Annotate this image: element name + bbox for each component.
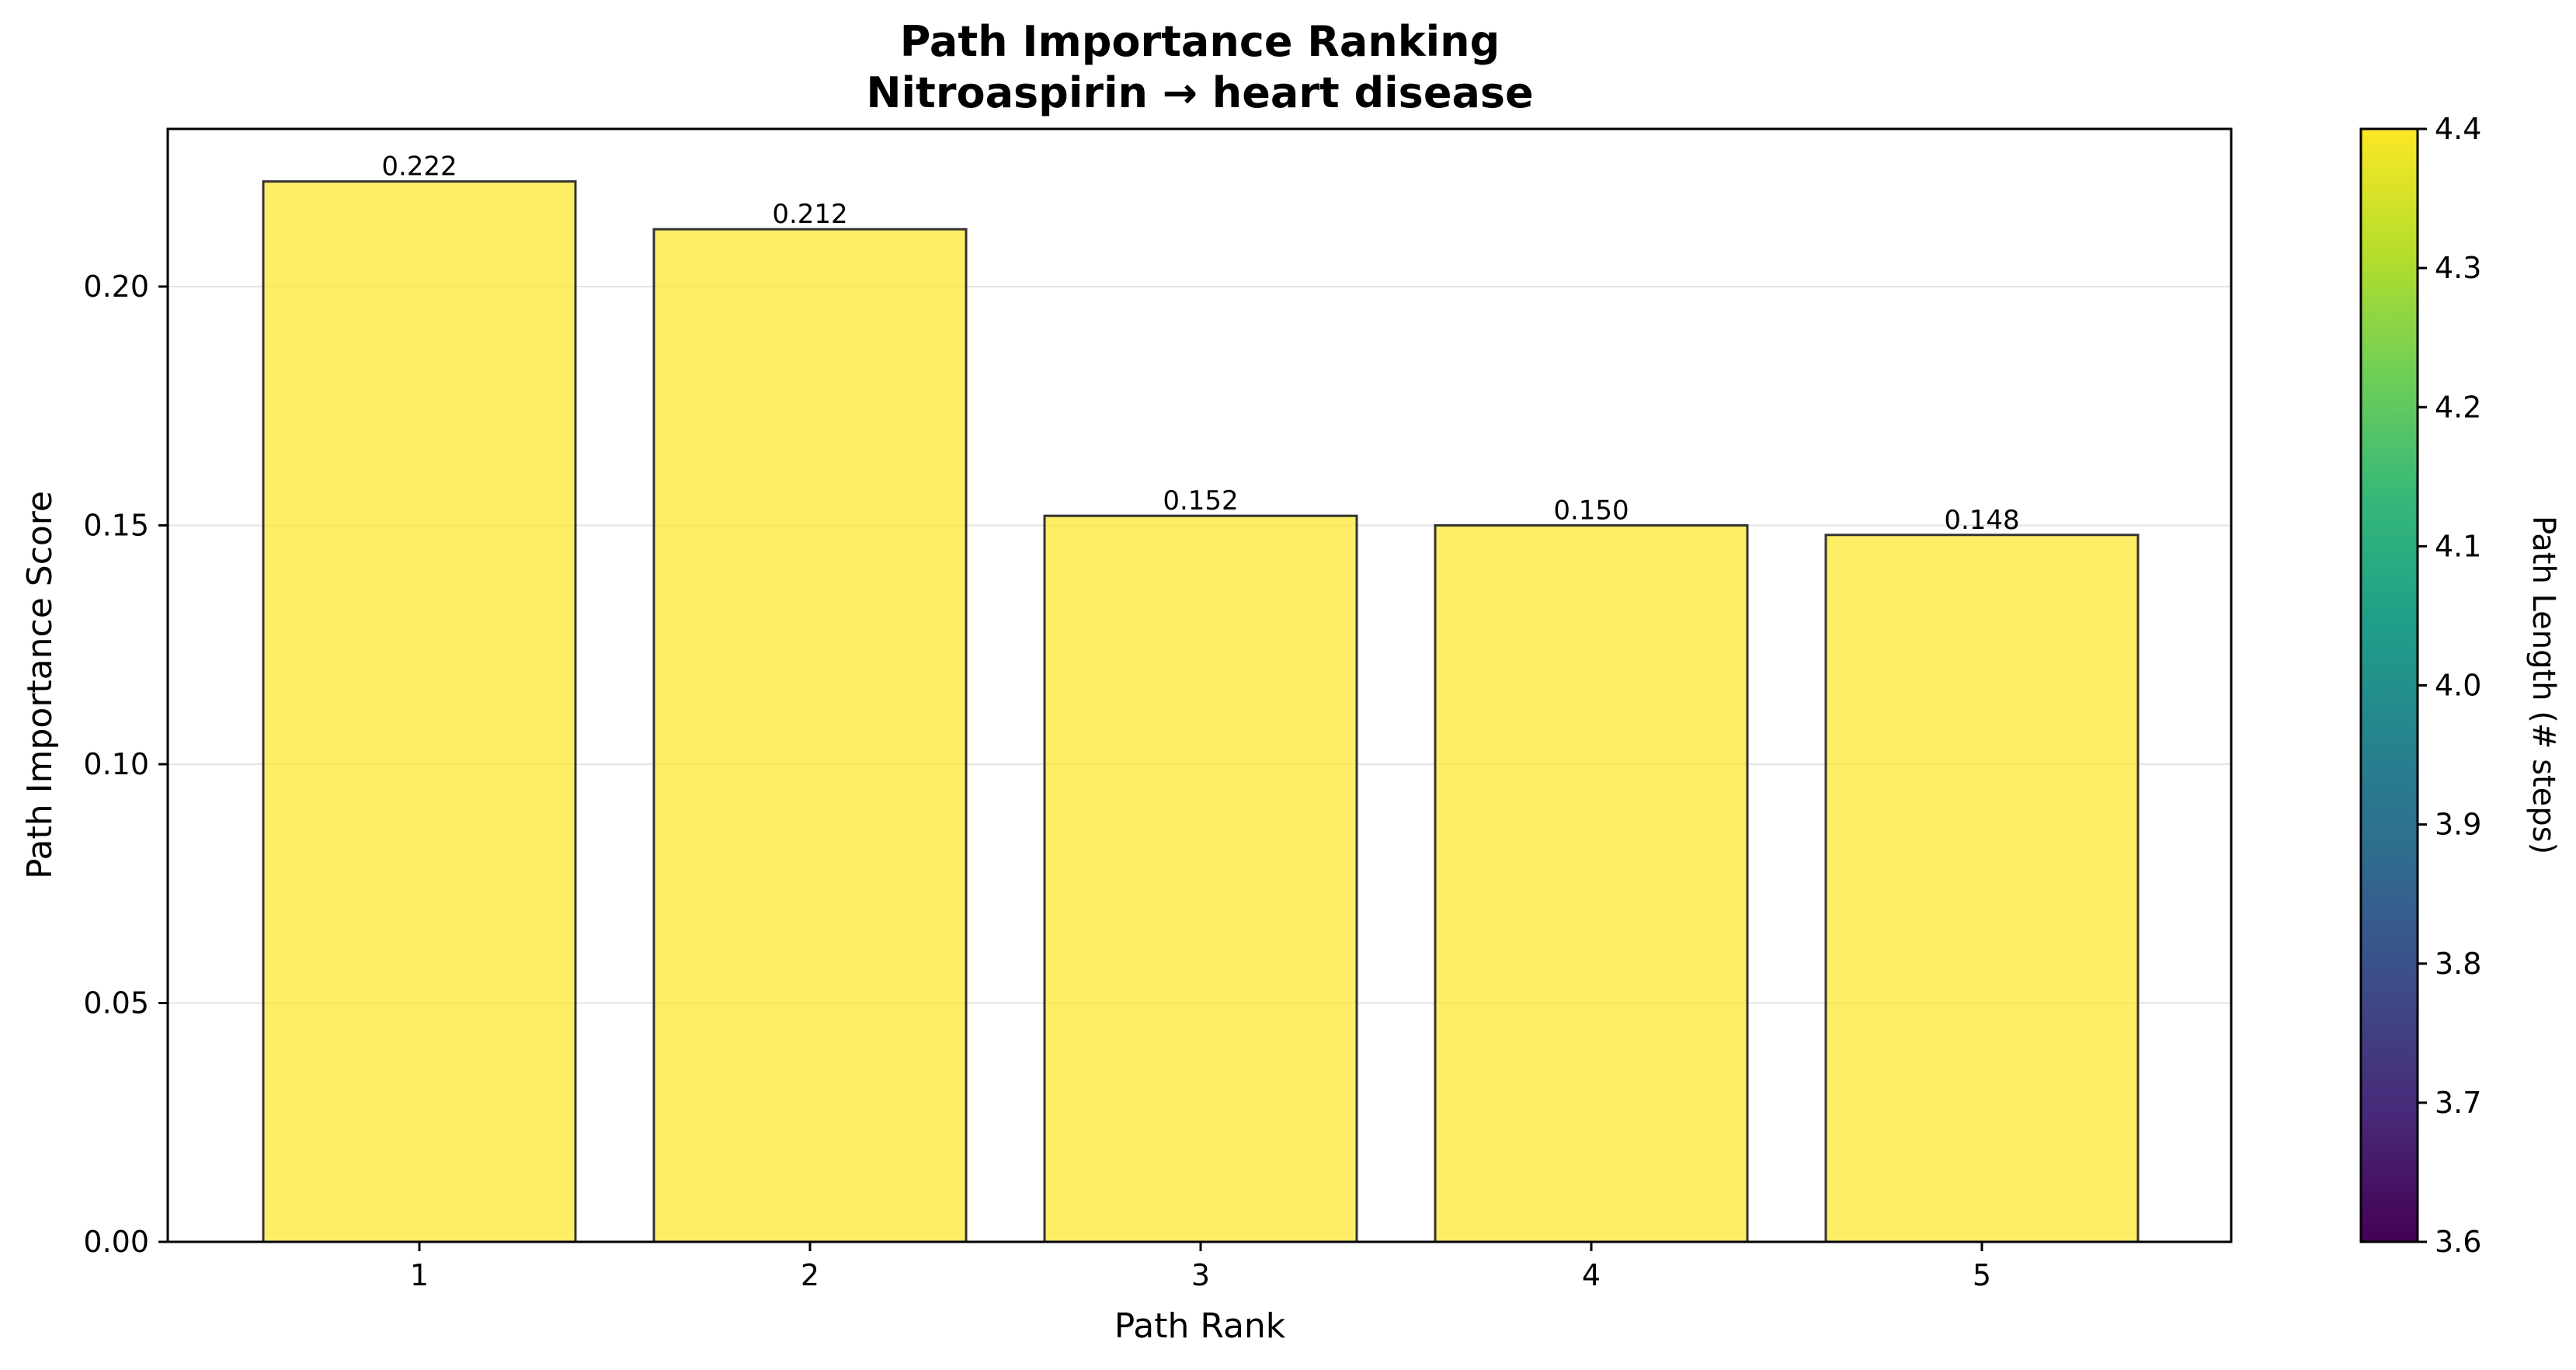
bar-rank-5: [1826, 535, 2138, 1242]
bar-value-label: 0.212: [772, 199, 847, 230]
y-tick-label: 0.15: [83, 508, 149, 542]
bar-rank-3: [1045, 516, 1357, 1242]
colorbar-tick-label: 4.4: [2435, 112, 2481, 146]
y-tick-label: 0.00: [83, 1225, 149, 1259]
colorbar-ticks: 3.6 3.7 3.8 3.9 4.0 4.1 4.2 4.3 4.4: [2418, 112, 2481, 1259]
chart-title: Path Importance Ranking: [900, 17, 1500, 66]
x-tick-label: 2: [801, 1258, 819, 1292]
data-labels: 0.222 0.212 0.152 0.150 0.148: [381, 151, 2019, 536]
colorbar-label: Path Length (# steps): [2526, 516, 2561, 854]
x-tick-label: 1: [410, 1258, 429, 1292]
bar-value-label: 0.148: [1944, 505, 2019, 536]
bar-rank-4: [1435, 525, 1747, 1242]
y-tick-label: 0.20: [83, 269, 149, 304]
colorbar-tick-label: 3.7: [2435, 1086, 2481, 1120]
y-axis-label: Path Importance Score: [20, 491, 60, 879]
colorbar-tick-label: 4.3: [2435, 251, 2481, 285]
colorbar-tick-label: 3.9: [2435, 808, 2481, 842]
colorbar-tick-label: 4.0: [2435, 669, 2481, 703]
y-tick-label: 0.10: [83, 747, 149, 781]
colorbar-tick-label: 4.1: [2435, 529, 2481, 563]
x-tick-label: 3: [1191, 1258, 1210, 1292]
bar-value-label: 0.152: [1163, 485, 1238, 516]
bar-value-label: 0.222: [381, 151, 457, 183]
x-axis-label: Path Rank: [1114, 1306, 1286, 1346]
bar-rank-1: [263, 182, 575, 1242]
x-tick-label: 4: [1582, 1258, 1601, 1292]
colorbar-tick-label: 3.6: [2435, 1225, 2481, 1259]
colorbar-tick-label: 4.2: [2435, 390, 2481, 424]
chart-subtitle: Nitroaspirin → heart disease: [866, 68, 1533, 117]
bars: [263, 182, 2138, 1242]
y-axis-ticks: 0.00 0.05 0.10 0.15 0.20: [83, 269, 168, 1259]
x-axis-ticks: 1 2 3 4 5: [410, 1242, 1991, 1292]
y-tick-label: 0.05: [83, 986, 149, 1020]
colorbar-tick-label: 3.8: [2435, 947, 2481, 981]
bar-rank-2: [654, 229, 966, 1242]
x-tick-label: 5: [1973, 1258, 1991, 1292]
bar-value-label: 0.150: [1553, 495, 1629, 526]
colorbar: [2361, 129, 2418, 1242]
